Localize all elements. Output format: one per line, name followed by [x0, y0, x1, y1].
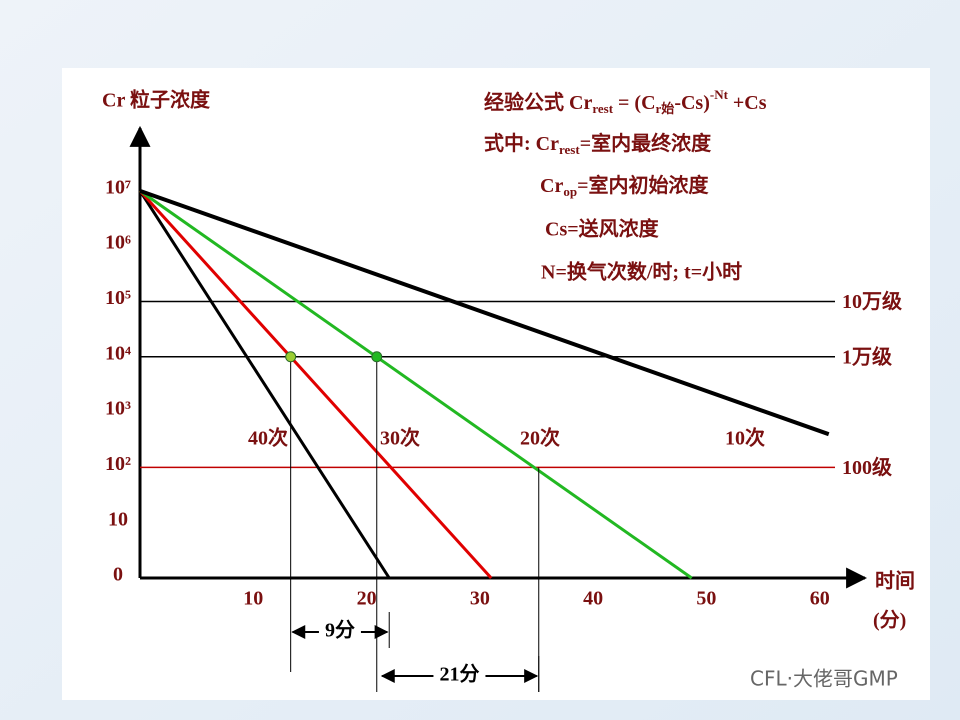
formula: 经验公式 Crrest = (Cr始-Cs)-Nt +Cs 式中: Crrest… [484, 87, 767, 284]
x-axis-label: 时间 [875, 570, 915, 593]
y-tick-label: 0 [113, 564, 123, 586]
point [285, 351, 297, 363]
x-tick-label: 40 [583, 588, 603, 610]
y-tick-label: 10² [105, 453, 131, 475]
series-line [139, 188, 830, 437]
bracket-label: 9分 [325, 619, 355, 642]
y-tick-label: 10⁷ [105, 176, 131, 198]
x-tick-label: 30 [470, 588, 490, 610]
series-label: 30次 [380, 426, 420, 450]
y-tick-label: 10⁵ [105, 287, 131, 309]
series-line [138, 190, 391, 579]
y-tick-label: 10 [108, 508, 128, 530]
series-line [139, 189, 693, 580]
formula-line: 式中: Crrest=室内最终浓度 [484, 131, 712, 157]
y-tick-label: 10⁴ [105, 342, 131, 364]
bracket-label-bg [433, 664, 486, 688]
x-axis-label: (分) [873, 609, 906, 632]
y-tick-label: 10³ [105, 398, 131, 420]
series-label: 10次 [725, 426, 765, 450]
series-label: 20次 [520, 426, 560, 450]
bracket-label: 21分 [439, 663, 479, 686]
formula-line: Cs=送风浓度 [545, 217, 660, 241]
reference-label: 10万级 [842, 289, 902, 313]
series-label: 40次 [248, 426, 288, 450]
x-tick-label: 50 [696, 588, 716, 610]
point [371, 351, 383, 363]
y-axis-label: Cr 粒子浓度 [102, 88, 211, 112]
series-line [138, 189, 493, 580]
reference-label: 1万级 [842, 344, 892, 368]
panel [62, 68, 930, 700]
watermark: CFL·大佬哥GMP [750, 667, 898, 691]
formula-line: 经验公式 Crrest = (Cr始-Cs)-Nt +Cs [484, 87, 767, 116]
x-tick-label: 10 [243, 588, 263, 610]
formula-line: Crop=室内初始浓度 [540, 173, 709, 199]
reference-label: 100级 [842, 455, 892, 479]
y-tick-label: 10⁶ [105, 232, 131, 254]
formula-line: N=换气次数/时; t=小时 [541, 260, 742, 284]
x-tick-label: 60 [810, 588, 830, 610]
bracket-label-bg [318, 620, 361, 644]
x-tick-label: 20 [357, 588, 377, 610]
